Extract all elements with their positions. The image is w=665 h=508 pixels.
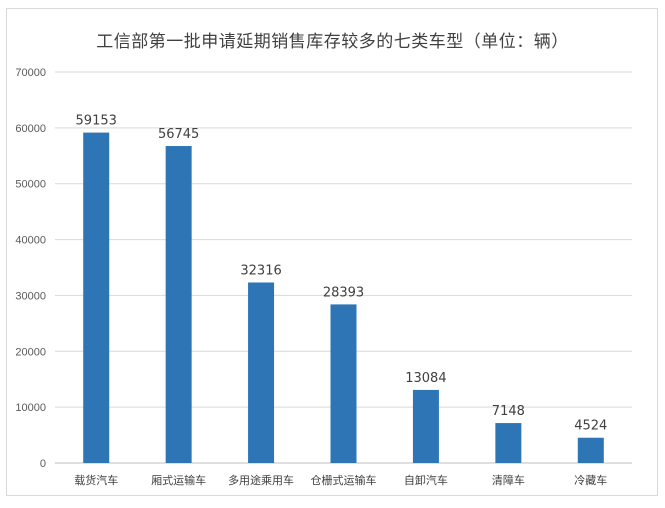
y-tick-label: 70000 [15,67,46,79]
y-tick-label: 10000 [15,402,46,414]
x-category-label: 冷藏车 [574,473,607,487]
bar [495,423,522,463]
data-label: 28393 [323,285,364,300]
y-tick-label: 0 [40,458,46,470]
y-tick-label: 30000 [15,290,46,302]
y-tick-label: 50000 [15,179,46,191]
y-tick-label: 20000 [15,346,46,358]
bar [577,437,604,463]
x-category-label: 厢式运输车 [151,473,206,487]
data-label: 4524 [574,419,607,434]
bar [412,389,439,463]
data-label: 13084 [405,371,446,386]
x-category-label: 清障车 [492,473,525,487]
chart-title: 工信部第一批申请延期销售库存较多的七类车型（单位：辆） [96,32,569,52]
data-label: 59153 [76,114,117,129]
x-category-label: 仓栅式运输车 [311,473,377,487]
bar [165,146,192,463]
bar [248,282,275,463]
bar [330,304,357,463]
data-label: 32316 [240,263,281,278]
y-tick-label: 40000 [15,235,46,247]
data-label: 7148 [492,404,525,419]
y-tick-label: 60000 [15,123,46,135]
data-label: 56745 [158,127,199,142]
x-category-label: 载货汽车 [74,473,118,487]
bar [83,132,110,463]
x-category-label: 多用途乘用车 [228,473,294,487]
x-category-label: 自卸汽车 [404,473,448,487]
